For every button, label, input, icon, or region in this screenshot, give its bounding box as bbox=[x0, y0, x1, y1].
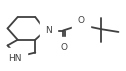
Text: O: O bbox=[60, 43, 67, 52]
Text: N: N bbox=[45, 26, 52, 35]
Text: O: O bbox=[78, 16, 85, 25]
Text: HN: HN bbox=[8, 54, 21, 63]
